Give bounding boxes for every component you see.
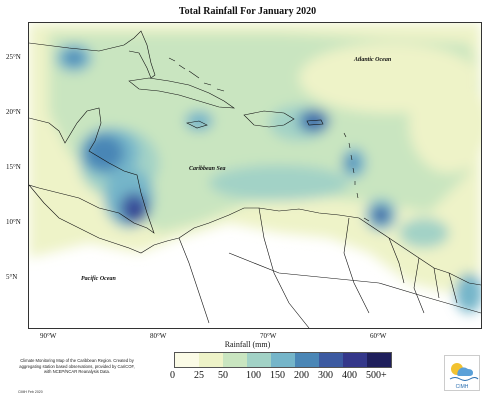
- legend-swatch: [295, 353, 319, 367]
- legend-swatch: [367, 353, 391, 367]
- pacific-ocean-label: Pacific Ocean: [81, 276, 116, 282]
- lon-label-80w: 80°W: [150, 332, 167, 340]
- legend-tick: 50: [218, 370, 228, 381]
- map-title: Total Rainfall For January 2020: [178, 6, 317, 17]
- lat-label-5n: 5°N: [6, 273, 18, 281]
- rainfall-map: Atlantic Ocean Caribbean Sea Pacific Oce…: [28, 22, 482, 329]
- rainfall-field: [29, 23, 481, 313]
- legend-swatch: [319, 353, 343, 367]
- lon-label-70w: 70°W: [260, 332, 277, 340]
- atlantic-ocean-label: Atlantic Ocean: [353, 57, 392, 63]
- legend-tick: 200: [294, 370, 309, 381]
- legend-swatch: [271, 353, 295, 367]
- lon-label-90w: 90°W: [40, 332, 57, 340]
- lat-label-10n: 10°N: [6, 218, 21, 226]
- cimh-logo-icon: CIMH: [444, 355, 480, 391]
- logo-text: CIMH: [456, 384, 469, 390]
- legend-tick: 500+: [366, 370, 387, 381]
- map-credit: CIMH Feb 2020: [18, 390, 43, 394]
- legend-swatch: [247, 353, 271, 367]
- legend-swatch: [175, 353, 199, 367]
- lat-label-25n: 25°N: [6, 53, 21, 61]
- legend-tick: 150: [270, 370, 285, 381]
- legend-swatch: [343, 353, 367, 367]
- lat-label-20n: 20°N: [6, 108, 21, 116]
- legend-swatch: [223, 353, 247, 367]
- legend-tick: 25: [194, 370, 204, 381]
- legend-tick: 300: [318, 370, 333, 381]
- legend-swatch: [199, 353, 223, 367]
- lon-label-60w: 60°W: [370, 332, 387, 340]
- caribbean-sea-label: Caribbean Sea: [189, 166, 226, 172]
- legend-title: Rainfall (mm): [224, 340, 271, 349]
- legend-tick: 400: [342, 370, 357, 381]
- legend-tick: 0: [170, 370, 175, 381]
- legend-tick: 100: [246, 370, 261, 381]
- coastlines: [29, 30, 481, 328]
- lat-label-15n: 15°N: [6, 163, 21, 171]
- legend-colorbar: [174, 352, 392, 368]
- map-footnote: Climate Monitoring Map of the Caribbean …: [19, 358, 135, 374]
- legend-ticks: 0 25 50 100 150 200 300 400 500+: [160, 370, 420, 382]
